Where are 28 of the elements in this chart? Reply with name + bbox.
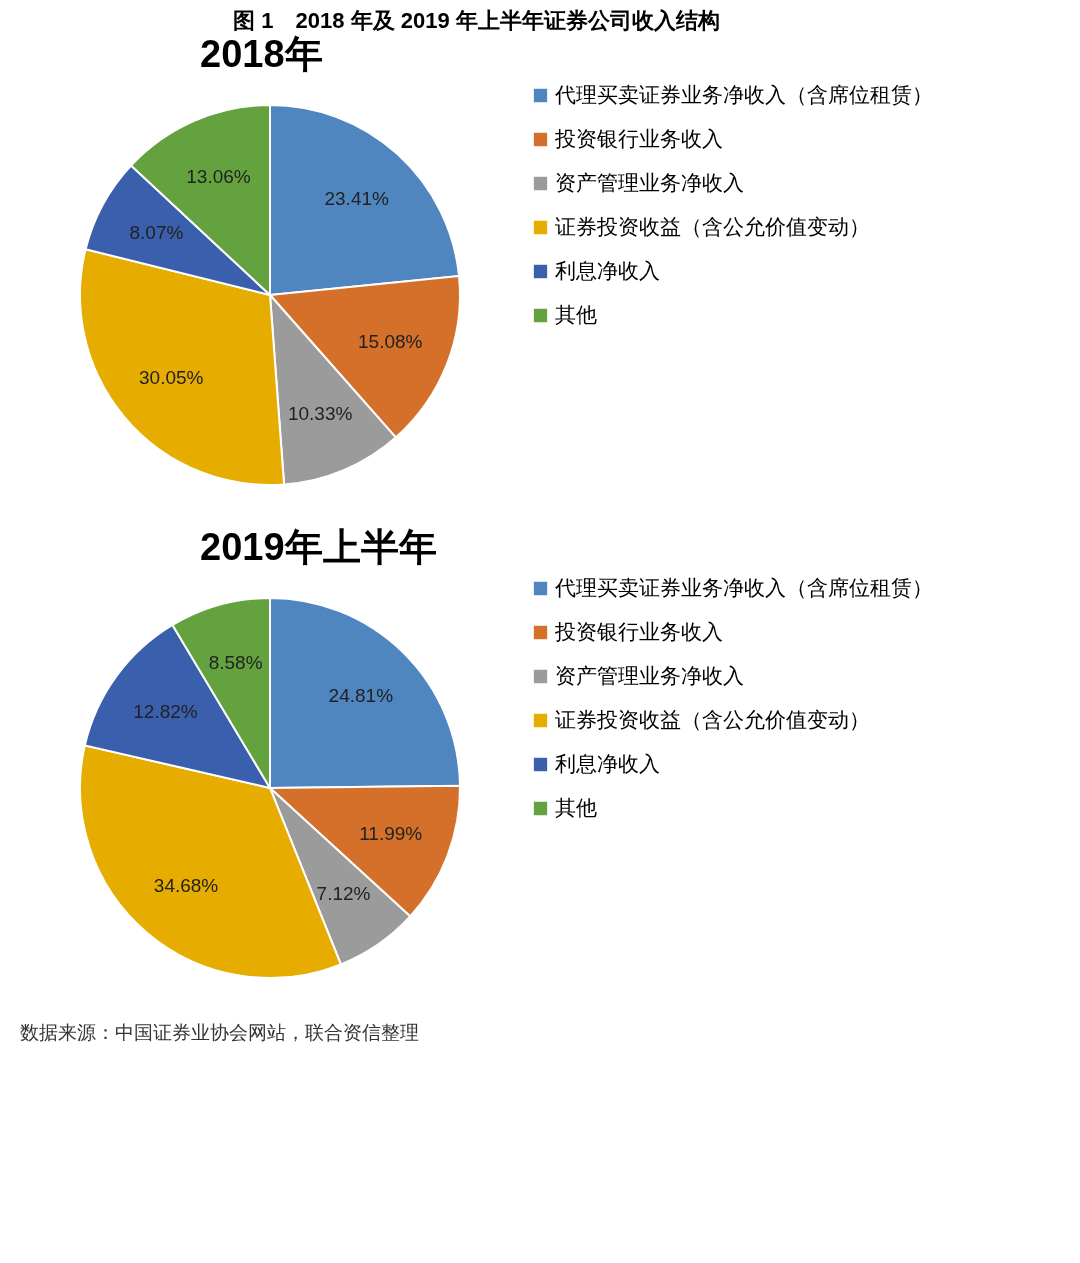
data-label: 12.82% <box>133 700 198 722</box>
chart-title: 2019年上半年 <box>200 526 437 568</box>
legend-label: 证券投资收益（含公允价值变动） <box>555 214 870 238</box>
data-label: 8.07% <box>129 222 184 244</box>
data-label: 34.68% <box>153 875 219 897</box>
legend-label: 资产管理业务净收入 <box>555 663 744 687</box>
data-label: 7.12% <box>316 883 371 905</box>
data-label: 30.05% <box>139 367 204 389</box>
legend-label: 代理买卖证券业务净收入（含席位租赁） <box>554 575 933 599</box>
data-label: 8.58% <box>208 652 263 674</box>
legend-label: 投资银行业务收入 <box>554 619 723 643</box>
legend-label: 代理买卖证券业务净收入（含席位租赁） <box>554 82 933 106</box>
data-label: 10.33% <box>287 403 353 425</box>
chart-title: 2018年 <box>200 33 323 75</box>
legend-label: 利息净收入 <box>555 258 660 282</box>
legend-label: 资产管理业务净收入 <box>555 170 744 194</box>
legend-label: 其他 <box>555 302 597 326</box>
data-label: 23.41% <box>324 188 389 210</box>
legend-label: 利息净收入 <box>555 751 660 775</box>
legend-label: 其他 <box>555 795 597 819</box>
caption: 图 1 2018 年及 2019 年上半年证券公司收入结构 <box>233 8 720 33</box>
source-note: 数据来源：中国证券业协会网站，联合资信整理 <box>20 1022 419 1043</box>
legend-label: 证券投资收益（含公允价值变动） <box>555 707 870 731</box>
data-label: 24.81% <box>328 685 394 707</box>
data-label: 11.99% <box>359 823 423 845</box>
data-label: 13.06% <box>186 165 251 187</box>
legend-label: 投资银行业务收入 <box>554 126 723 150</box>
data-label: 15.08% <box>358 331 423 353</box>
